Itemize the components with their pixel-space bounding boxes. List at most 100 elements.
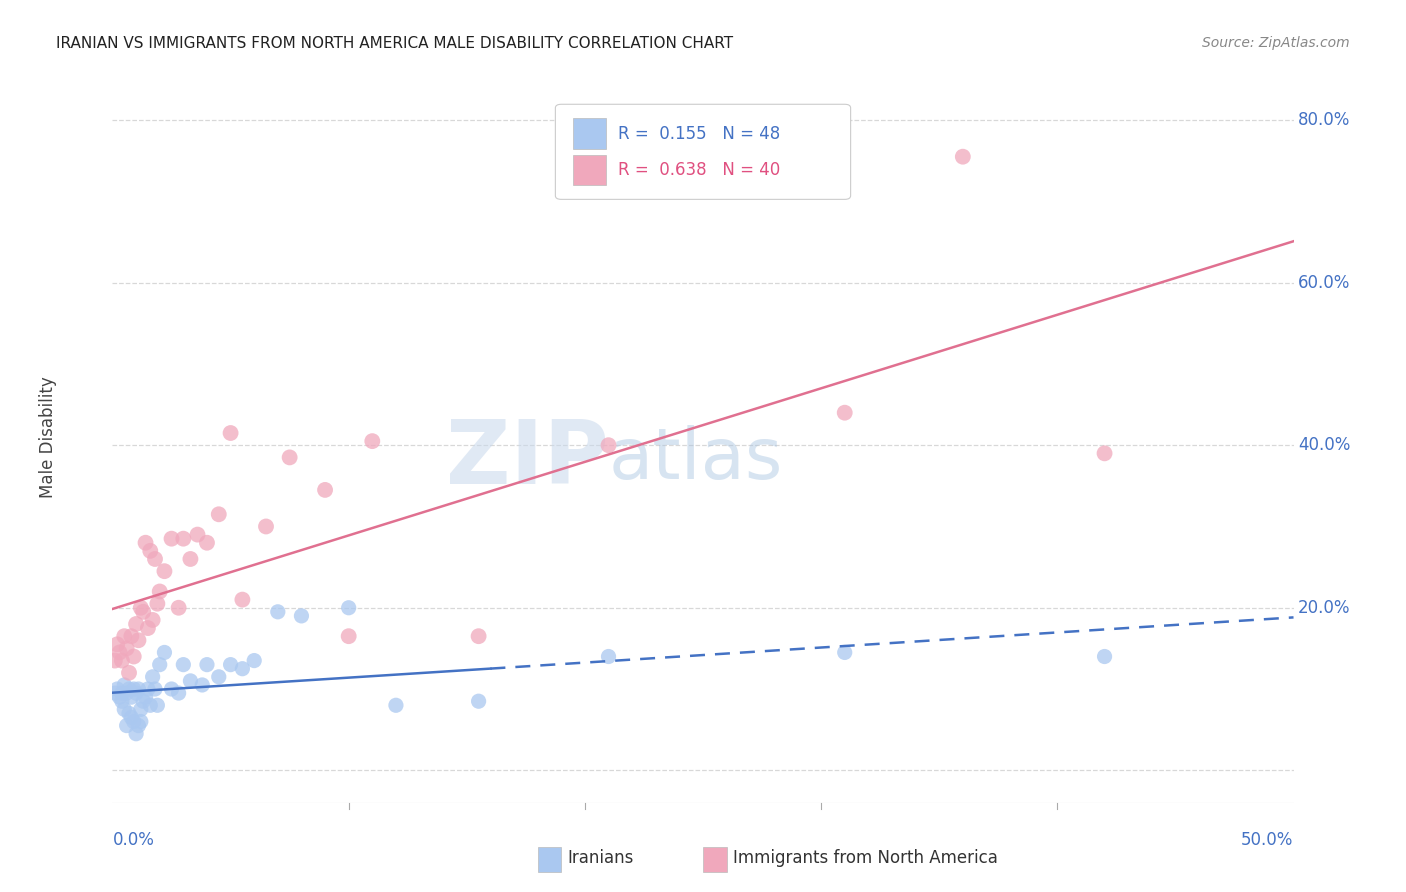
Text: 40.0%: 40.0% xyxy=(1298,436,1351,454)
Point xyxy=(337,600,360,615)
Point xyxy=(127,633,149,648)
Point xyxy=(243,654,266,668)
FancyBboxPatch shape xyxy=(703,847,727,872)
Point xyxy=(143,552,166,566)
Point xyxy=(129,702,152,716)
Point xyxy=(172,532,194,546)
Point xyxy=(191,678,214,692)
Point xyxy=(127,718,149,732)
Text: ZIP: ZIP xyxy=(446,416,609,502)
Point xyxy=(208,670,231,684)
Point xyxy=(385,698,408,713)
Point xyxy=(167,600,190,615)
Point xyxy=(111,654,134,668)
Point xyxy=(132,605,155,619)
FancyBboxPatch shape xyxy=(537,847,561,872)
Point xyxy=(129,714,152,729)
Point xyxy=(146,597,169,611)
Text: 0.0%: 0.0% xyxy=(112,831,155,849)
Point xyxy=(136,681,159,696)
Point xyxy=(139,544,162,558)
Point xyxy=(136,621,159,635)
Text: 50.0%: 50.0% xyxy=(1241,831,1294,849)
Point xyxy=(112,678,135,692)
Text: R =  0.155   N = 48: R = 0.155 N = 48 xyxy=(619,125,780,143)
Point xyxy=(153,645,176,659)
Point xyxy=(122,714,145,729)
Point xyxy=(195,657,218,672)
Point xyxy=(122,681,145,696)
Text: IRANIAN VS IMMIGRANTS FROM NORTH AMERICA MALE DISABILITY CORRELATION CHART: IRANIAN VS IMMIGRANTS FROM NORTH AMERICA… xyxy=(56,36,734,51)
Point xyxy=(160,532,183,546)
Text: Immigrants from North America: Immigrants from North America xyxy=(733,848,997,867)
Text: R =  0.638   N = 40: R = 0.638 N = 40 xyxy=(619,161,780,179)
Point xyxy=(361,434,384,449)
Text: 80.0%: 80.0% xyxy=(1298,112,1351,129)
Point xyxy=(208,508,231,522)
Point xyxy=(834,645,856,659)
Point xyxy=(167,686,190,700)
Point xyxy=(219,425,242,440)
Point xyxy=(108,690,131,705)
Point xyxy=(290,608,312,623)
Point xyxy=(1094,446,1116,460)
Point xyxy=(952,150,974,164)
Point xyxy=(179,673,201,688)
FancyBboxPatch shape xyxy=(555,104,851,200)
Point xyxy=(834,406,856,420)
Point xyxy=(104,654,127,668)
Point xyxy=(111,686,134,700)
Point xyxy=(139,698,162,713)
Point xyxy=(112,629,135,643)
Point xyxy=(118,665,141,680)
Point xyxy=(149,584,172,599)
Point xyxy=(149,657,172,672)
Point xyxy=(179,552,201,566)
Point xyxy=(108,645,131,659)
Text: 60.0%: 60.0% xyxy=(1298,274,1351,292)
Text: Source: ZipAtlas.com: Source: ZipAtlas.com xyxy=(1202,36,1350,50)
Point xyxy=(186,527,208,541)
Point xyxy=(278,450,301,465)
Point xyxy=(231,592,253,607)
Point xyxy=(127,681,149,696)
Point xyxy=(118,706,141,721)
Point xyxy=(112,702,135,716)
Point xyxy=(598,438,620,452)
Point xyxy=(104,686,127,700)
Point xyxy=(195,535,218,549)
Point xyxy=(105,681,128,696)
Point xyxy=(598,649,620,664)
Point xyxy=(111,694,134,708)
Point xyxy=(314,483,336,497)
Point xyxy=(120,629,142,643)
Point xyxy=(1094,649,1116,664)
Point xyxy=(337,629,360,643)
Point xyxy=(142,670,165,684)
Point xyxy=(115,641,138,656)
Point xyxy=(105,637,128,651)
Point xyxy=(125,617,148,632)
Point xyxy=(231,662,253,676)
Point xyxy=(120,690,142,705)
Point xyxy=(153,564,176,578)
Point xyxy=(254,519,277,533)
Text: atlas: atlas xyxy=(609,425,783,493)
Text: 20.0%: 20.0% xyxy=(1298,599,1351,616)
Point xyxy=(160,681,183,696)
Point xyxy=(115,718,138,732)
Point xyxy=(122,649,145,664)
Point xyxy=(125,727,148,741)
FancyBboxPatch shape xyxy=(574,154,606,186)
Point xyxy=(118,681,141,696)
Point xyxy=(125,686,148,700)
Text: Male Disability: Male Disability xyxy=(38,376,56,498)
Point xyxy=(142,613,165,627)
Text: Iranians: Iranians xyxy=(567,848,634,867)
Point xyxy=(135,690,157,705)
Point xyxy=(467,629,489,643)
Point xyxy=(172,657,194,672)
Point xyxy=(219,657,242,672)
Point xyxy=(115,686,138,700)
FancyBboxPatch shape xyxy=(574,118,606,149)
